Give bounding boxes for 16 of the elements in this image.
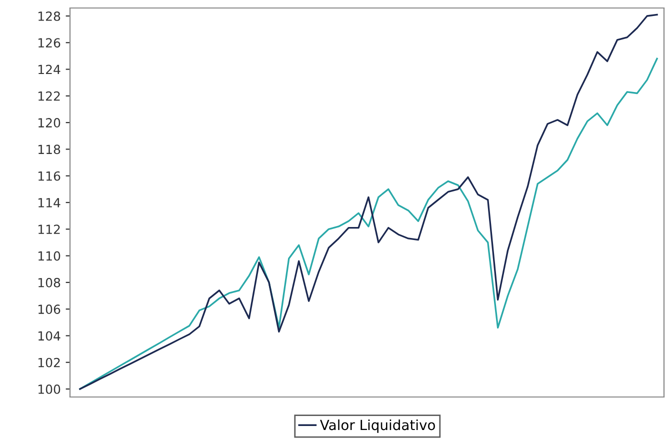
y-tick-label: 110 [38, 251, 60, 261]
y-tick-label: 102 [38, 358, 60, 368]
y-tick-label: 104 [38, 331, 60, 341]
y-tick-label: 108 [38, 278, 60, 288]
y-tick-label: 116 [38, 171, 60, 181]
y-tick-label: 126 [38, 38, 60, 48]
y-tick-label: 122 [38, 91, 60, 101]
y-tick-label: 120 [38, 118, 60, 128]
y-tick-label: 112 [38, 224, 60, 234]
y-tick-label: 128 [38, 11, 60, 21]
legend-label: Valor Liquidativo [320, 419, 435, 433]
y-tick-label: 106 [38, 304, 60, 314]
y-tick-label: 100 [38, 384, 60, 394]
y-tick-label: 114 [38, 198, 60, 208]
y-tick-label: 124 [38, 64, 60, 74]
y-tick-label: 118 [38, 144, 60, 154]
